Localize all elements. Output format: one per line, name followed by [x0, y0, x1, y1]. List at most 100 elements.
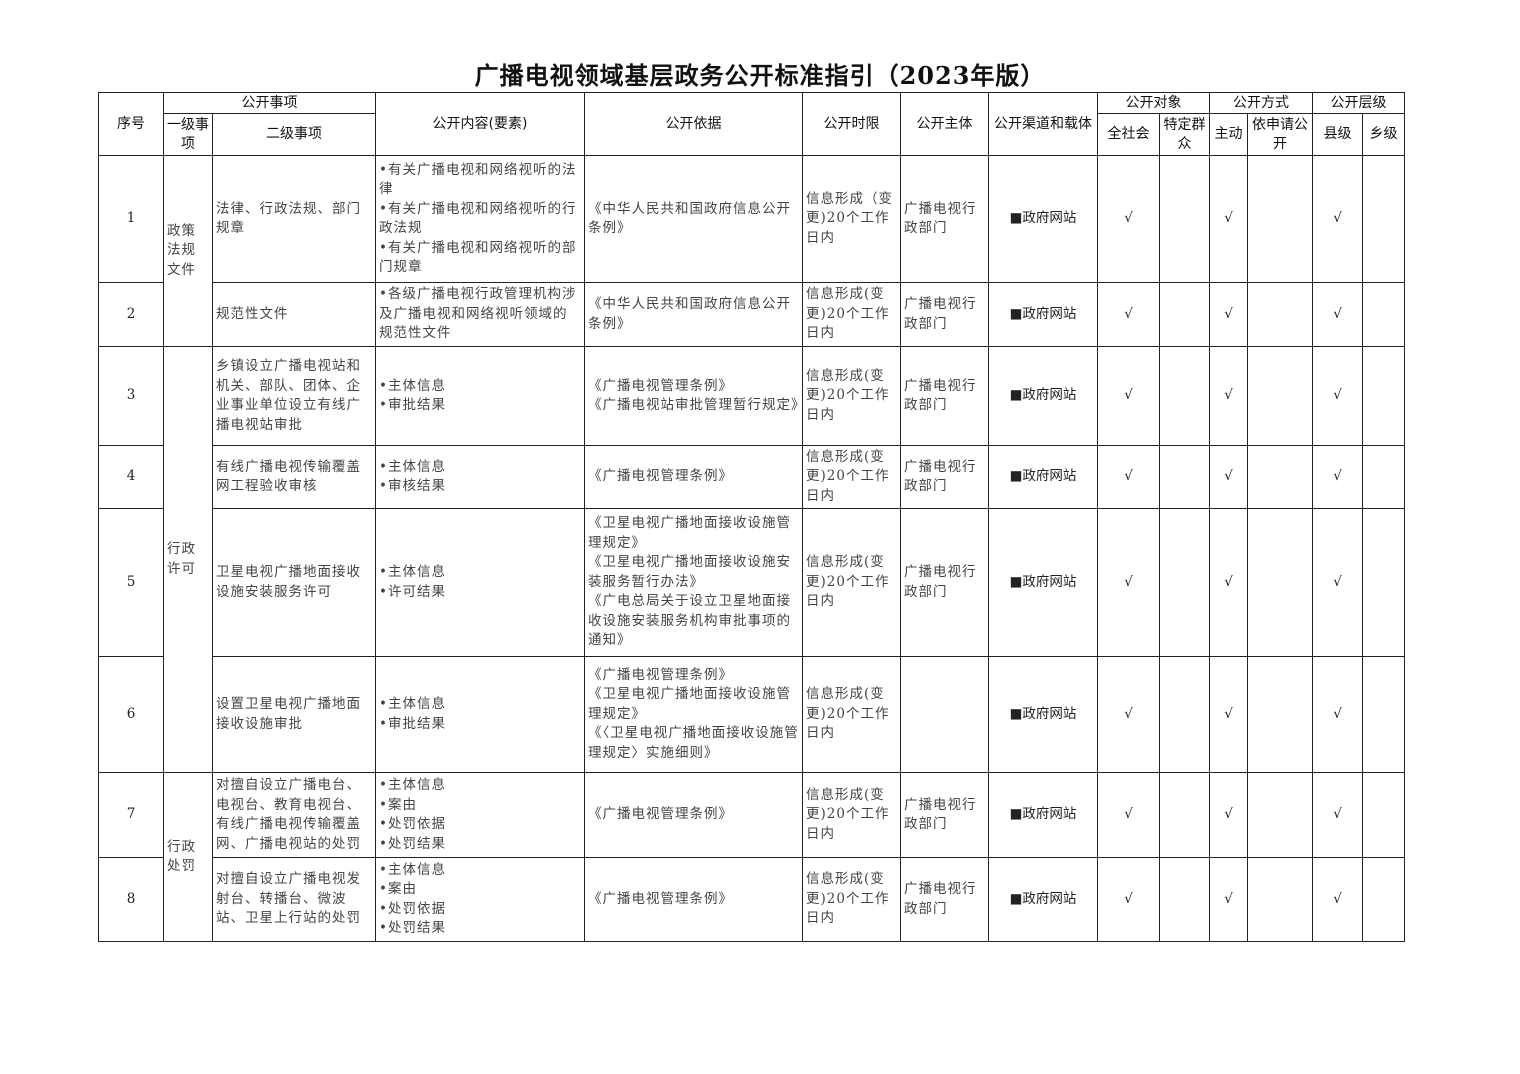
header-cell: 公开主体 — [900, 92, 989, 156]
content-cell: •主体信息 •案由 •处罚依据 •处罚结果 — [375, 857, 585, 942]
basis-cell: 《广播电视管理条例》 — [584, 772, 803, 858]
all-society-mark: √ — [1097, 656, 1160, 773]
township-mark — [1362, 772, 1405, 858]
header-cell: 二级事项 — [212, 113, 376, 156]
basis-cell: 《广播电视管理条例》 《广播电视站审批管理暂行规定》 — [584, 346, 803, 446]
content-item: •许可结果 — [379, 583, 446, 600]
all-society-mark: √ — [1097, 282, 1160, 347]
table-row: 5 卫星电视广播地面接收设施安装服务许可 •主体信息 •许可结果 《卫星电视广播地面接收… — [98, 508, 1405, 657]
row-number: 6 — [98, 656, 164, 773]
content-cell: •主体信息 •审批结果 — [375, 346, 585, 446]
county-mark: √ — [1312, 656, 1363, 773]
basis-item: 《卫星电视广播地面接收设施管理规定》 — [588, 515, 791, 551]
subject: 广播电视行政部门 — [900, 445, 989, 509]
level2-matter: 设置卫星电视广播地面接收设施审批 — [212, 656, 376, 773]
basis-item: 《中华人民共和国政府信息公开条例》 — [588, 200, 791, 237]
header-cell: 公开渠道和载体 — [988, 92, 1098, 156]
header-row: 一级事项 二级事项 全社会 特定群众 主动 依申请公开 县级 乡级 — [99, 113, 1405, 156]
all-society-mark: √ — [1097, 445, 1160, 509]
level2-text: 卫星电视广播地面接收设施安装服务许可 — [216, 564, 361, 600]
table-row: 4 有线广播电视传输覆盖网工程验收审核 •主体信息 •审核结果 《广播电视管理条例》 信息… — [98, 445, 1405, 509]
header-row: 序号 公开事项 公开内容(要素) 公开依据 公开时限 公开主体 公开渠道和载体 … — [98, 92, 1405, 156]
active-mark: √ — [1209, 445, 1248, 509]
content-cell: •主体信息 •审核结果 — [375, 445, 585, 509]
active-mark: √ — [1209, 346, 1248, 446]
basis-item: 《卫星电视广播地面接收设施安装服务暂行办法》 — [588, 554, 791, 590]
content-item: •处罚依据 — [379, 816, 446, 832]
content-item: •审批结果 — [379, 397, 446, 413]
basis-item: 《广播电视站审批管理暂行规定》 — [588, 397, 799, 413]
time-limit: 信息形成(变更)20个工作日内 — [802, 508, 901, 657]
basis-item: 《广电总局关于设立卫星地面接收设施安装服务机构审批事项的通知》 — [588, 593, 791, 649]
header-cell: 依申请公开 — [1247, 113, 1313, 156]
level2-matter: 规范性文件 — [212, 282, 376, 347]
content-cell: •主体信息 •审批结果 — [375, 656, 585, 773]
basis-cell: 《广播电视管理条例》 — [584, 445, 803, 509]
content-item: •主体信息 — [379, 458, 446, 475]
content-cell: •有关广播电视和网络视听的法律 •有关广播电视和网络视听的行政法规 •有关广播电视和… — [375, 155, 585, 283]
level2-text: 规范性文件 — [216, 305, 289, 322]
row-number: 7 — [98, 772, 164, 858]
level2-matter: 有线广播电视传输覆盖网工程验收审核 — [212, 445, 376, 509]
all-society-mark: √ — [1097, 857, 1160, 942]
on-request-mark — [1247, 857, 1313, 942]
township-mark — [1362, 508, 1405, 657]
content-item: •主体信息 — [379, 377, 446, 394]
table-header: 序号 公开事项 公开内容(要素) 公开依据 公开时限 公开主体 公开渠道和载体 … — [98, 92, 1405, 156]
township-mark — [1362, 282, 1405, 347]
basis-item: 《广播电视管理条例》 — [588, 890, 733, 907]
time-limit: 信息形成(变更)20个工作日内 — [802, 346, 901, 446]
on-request-mark — [1247, 346, 1313, 446]
header-cell: 主动 — [1209, 113, 1248, 156]
document-title: 广播电视领域基层政务公开标准指引（2023年版） — [474, 61, 1046, 90]
on-request-mark — [1247, 445, 1313, 509]
table-body: 1 政策法规文件 法律、行政法规、部门规章 •有关广播电视和网络视听的法律 •有关广播电… — [98, 155, 1405, 942]
level2-matter: 对擅自设立广播电台、电视台、教育电视台、有线广播电视传输覆盖网、广播电视站的处罚 — [212, 772, 376, 858]
table-row: 3 行政许可 乡镇设立广播电视站和机关、部队、团体、企业事业单位设立有线广播电视站审… — [98, 346, 1405, 773]
channel: ■政府网站 — [988, 445, 1098, 509]
time-limit: 信息形成(变更)20个工作日内 — [802, 445, 901, 509]
table-row: 8 对擅自设立广播电视发射台、转播台、微波站、卫星上行站的处罚 •主体信息 •案由 •处… — [98, 857, 1405, 942]
specific-group-mark — [1159, 346, 1210, 446]
active-mark: √ — [1209, 508, 1248, 657]
time-limit: 信息形成(变更)20个工作日内 — [802, 857, 901, 942]
county-mark: √ — [1312, 282, 1363, 347]
row-number: 3 — [98, 346, 164, 446]
basis-cell: 《广播电视管理条例》 — [584, 857, 803, 942]
township-mark — [1362, 656, 1405, 773]
active-mark: √ — [1209, 857, 1248, 942]
level2-text: 乡镇设立广播电视站和机关、部队、团体、企业事业单位设立有线广播电视站审批 — [216, 358, 361, 433]
time-limit: 信息形成(变更)20个工作日内 — [802, 282, 901, 347]
level2-text: 设置卫星电视广播地面接收设施审批 — [216, 696, 361, 732]
level1-matter: 行政处罚 — [163, 772, 213, 942]
basis-item: 《卫星电视广播地面接收设施管理规定》 — [588, 686, 791, 722]
header-cell: 公开对象 — [1097, 92, 1210, 114]
active-mark: √ — [1209, 656, 1248, 773]
channel: ■政府网站 — [988, 857, 1098, 942]
row-number: 2 — [98, 282, 164, 347]
basis-item: 《中华人民共和国政府信息公开条例》 — [588, 296, 791, 332]
basis-item: 《广播电视管理条例》 — [588, 666, 733, 683]
basis-item: 《广播电视管理条例》 — [588, 468, 733, 485]
subject: 广播电视行政部门 — [900, 155, 989, 283]
header-cell: 乡级 — [1362, 113, 1405, 156]
header-cell: 序号 — [98, 92, 164, 156]
on-request-mark — [1247, 155, 1313, 283]
active-mark: √ — [1209, 155, 1248, 283]
header-cell: 公开依据 — [584, 92, 803, 156]
disclosure-table: 序号 公开事项 公开内容(要素) 公开依据 公开时限 公开主体 公开渠道和载体 … — [98, 92, 1405, 942]
channel: ■政府网站 — [988, 155, 1098, 283]
subject: 广播电视行政部门 — [900, 857, 989, 942]
content-cell: •各级广播电视行政管理机构涉及广播电视和网络视听领域的规范性文件 — [375, 282, 585, 347]
township-mark — [1362, 155, 1405, 283]
content-item: •审核结果 — [379, 478, 446, 494]
specific-group-mark — [1159, 508, 1210, 657]
header-cell: 全社会 — [1097, 113, 1160, 156]
level2-text: 对擅自设立广播电台、电视台、教育电视台、有线广播电视传输覆盖网、广播电视站的处罚 — [216, 777, 361, 852]
header-cell: 一级事项 — [163, 113, 213, 156]
header-cell: 公开内容(要素) — [375, 92, 585, 156]
content-item: •审批结果 — [379, 715, 446, 732]
specific-group-mark — [1159, 445, 1210, 509]
on-request-mark — [1247, 508, 1313, 657]
channel: ■政府网站 — [988, 282, 1098, 347]
